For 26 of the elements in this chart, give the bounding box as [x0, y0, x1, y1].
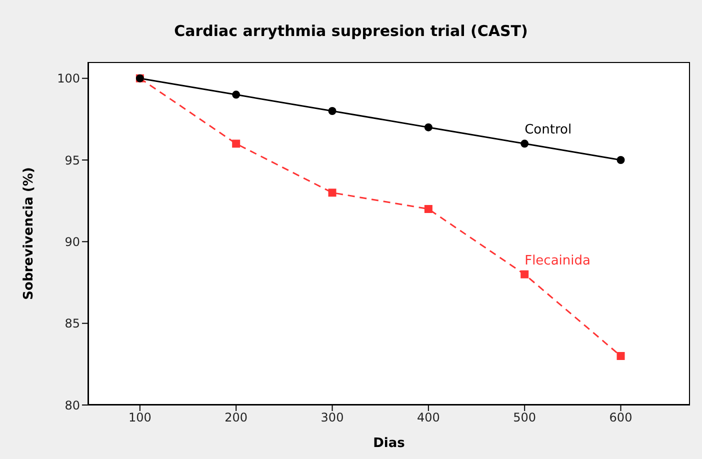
x-tick-label: 200: [224, 410, 248, 425]
y-axis-title: Sobrevivencia (%): [22, 167, 37, 300]
point: [520, 270, 529, 278]
y-tick-label: 85: [64, 316, 80, 331]
point: [616, 156, 625, 164]
point: [232, 140, 240, 148]
x-tick-label: 500: [513, 410, 536, 425]
point: [424, 123, 432, 132]
point: [520, 140, 529, 148]
y-tick-label: 90: [64, 234, 80, 249]
point: [232, 90, 240, 99]
x-tick-label: 600: [609, 410, 632, 425]
y-tick-label: 95: [64, 153, 80, 168]
point: [616, 352, 625, 360]
chart-title: Cardiac arrythmia suppresion trial (CAST): [173, 22, 529, 40]
point: [328, 107, 336, 115]
x-tick-label: 400: [416, 410, 440, 425]
y-tick-label: 100: [57, 72, 80, 86]
series-label: Control: [524, 122, 572, 138]
x-tick-label: 300: [320, 410, 344, 425]
x-axis-title: Dias: [373, 436, 406, 451]
x-tick-label: 100: [128, 410, 152, 425]
point: [424, 205, 432, 213]
y-tick-label: 80: [64, 398, 80, 412]
point: [328, 188, 336, 197]
series-label: Flecainida: [524, 253, 590, 268]
